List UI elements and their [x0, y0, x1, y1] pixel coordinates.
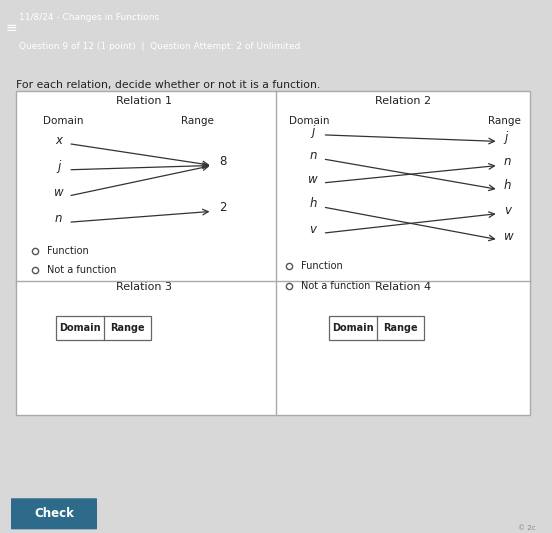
- Text: h: h: [309, 197, 317, 210]
- Text: Relation 1: Relation 1: [115, 96, 172, 106]
- FancyBboxPatch shape: [8, 498, 99, 529]
- Text: v: v: [504, 204, 511, 216]
- Text: ≡: ≡: [6, 21, 17, 35]
- Text: For each relation, decide whether or not it is a function.: For each relation, decide whether or not…: [17, 80, 321, 90]
- Text: Not a function: Not a function: [47, 265, 116, 276]
- Text: h: h: [504, 180, 511, 192]
- Text: © 2c: © 2c: [518, 526, 535, 531]
- Text: Check: Check: [34, 507, 74, 520]
- Text: Function: Function: [47, 246, 89, 256]
- Bar: [17, 91, 530, 415]
- Text: v: v: [310, 223, 317, 236]
- Text: Not a function: Not a function: [301, 281, 371, 290]
- Text: w: w: [504, 230, 513, 243]
- Text: w: w: [54, 186, 63, 199]
- Text: j: j: [57, 160, 60, 173]
- Text: j: j: [504, 132, 507, 144]
- Text: Range: Range: [181, 116, 214, 126]
- Text: j: j: [311, 125, 315, 138]
- Text: Function: Function: [301, 261, 343, 271]
- Bar: [329, 316, 424, 340]
- Text: Domain: Domain: [59, 323, 101, 333]
- Text: 2: 2: [219, 201, 226, 214]
- Text: n: n: [504, 156, 511, 168]
- Bar: [56, 316, 151, 340]
- Text: x: x: [55, 134, 62, 147]
- Text: Domain: Domain: [289, 116, 330, 126]
- Text: Range: Range: [488, 116, 521, 126]
- Text: Range: Range: [383, 323, 418, 333]
- Text: n: n: [309, 149, 317, 162]
- Text: Relation 2: Relation 2: [375, 96, 431, 106]
- Text: n: n: [55, 212, 62, 225]
- Text: Domain: Domain: [43, 116, 83, 126]
- Text: Range: Range: [110, 323, 145, 333]
- Text: Relation 3: Relation 3: [115, 282, 172, 292]
- Text: 11/8/24 - Changes in Functions: 11/8/24 - Changes in Functions: [19, 13, 160, 22]
- Text: w: w: [308, 173, 318, 186]
- Text: Relation 4: Relation 4: [375, 282, 431, 292]
- Text: Domain: Domain: [332, 323, 374, 333]
- Text: 8: 8: [219, 156, 226, 168]
- Text: Question 9 of 12 (1 point)  |  Question Attempt: 2 of Unlimited: Question 9 of 12 (1 point) | Question At…: [19, 42, 301, 51]
